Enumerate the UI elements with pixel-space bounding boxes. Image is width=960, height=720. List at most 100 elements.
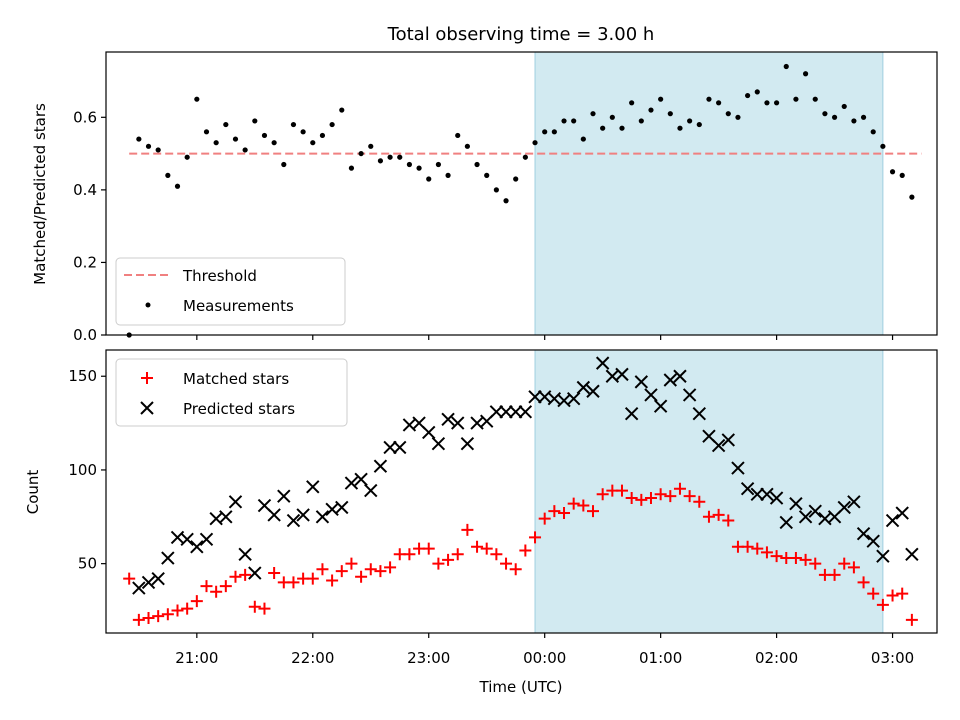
y-tick-label: 150 bbox=[68, 367, 97, 385]
matched-star-point bbox=[548, 505, 561, 518]
measurement-point bbox=[658, 96, 664, 102]
predicted-star-point bbox=[296, 508, 310, 522]
measurement-point bbox=[455, 132, 461, 139]
measurement-point bbox=[223, 121, 229, 128]
measurement-point bbox=[590, 111, 596, 117]
matched-star-point bbox=[181, 602, 194, 615]
matched-star-point bbox=[587, 505, 600, 518]
measurement-point bbox=[368, 143, 374, 149]
measurement-point bbox=[532, 140, 538, 146]
x-tick-label: 00:00 bbox=[523, 649, 566, 667]
measurement-point bbox=[706, 96, 712, 102]
matched-star-point bbox=[615, 484, 628, 497]
measurement-point bbox=[165, 172, 171, 178]
predicted-star-point bbox=[306, 480, 320, 494]
predicted-star-point bbox=[161, 551, 175, 565]
y-tick-label: 100 bbox=[68, 461, 97, 479]
measurement-point bbox=[387, 154, 393, 160]
measurement-point bbox=[464, 143, 470, 149]
matched-star-point bbox=[248, 600, 261, 613]
measurement-point bbox=[319, 132, 326, 139]
matched-star-point bbox=[644, 492, 657, 505]
measurement-point bbox=[397, 154, 403, 160]
matched-star-point bbox=[239, 568, 252, 581]
threshold-legend-label: Threshold bbox=[182, 267, 257, 285]
predicted-star-point bbox=[393, 440, 407, 455]
measurements-legend-label: Measurements bbox=[183, 297, 294, 315]
matched-star-point bbox=[471, 540, 484, 553]
predicted-star-point bbox=[228, 495, 243, 509]
predicted-star-point bbox=[431, 437, 446, 451]
predicted-star-point bbox=[422, 425, 436, 440]
measurements-legend-marker bbox=[145, 302, 151, 308]
predicted-star-point bbox=[682, 388, 697, 402]
top-x-axis-ticks bbox=[196, 335, 894, 340]
bottom-panel: 50 100 150 21:00 22:00 23:00 00:00 01:00 02:00 0… bbox=[24, 349, 938, 696]
predicted-star-point bbox=[740, 481, 755, 496]
matched-star-point bbox=[654, 488, 667, 501]
matched-star-point bbox=[461, 523, 474, 536]
matched-star-point bbox=[287, 576, 300, 589]
y-tick-label: 0.0 bbox=[73, 326, 97, 344]
measurement-point bbox=[609, 114, 615, 120]
top-legend-box bbox=[115, 257, 346, 326]
measurement-point bbox=[252, 118, 258, 124]
measurement-point bbox=[377, 158, 384, 164]
matched-star-point bbox=[809, 557, 822, 570]
measurement-point bbox=[493, 187, 499, 193]
matched-star-point bbox=[268, 567, 281, 580]
measurement-point bbox=[310, 140, 316, 146]
matched-star-point bbox=[741, 540, 754, 553]
measurement-point bbox=[773, 100, 780, 106]
measurement-point bbox=[329, 121, 335, 128]
top-legend: Threshold Measurements bbox=[115, 257, 346, 326]
predicted-star-point bbox=[866, 534, 880, 548]
bottom-x-axis-ticks: 21:00 22:00 23:00 00:00 01:00 02:00 03:00 bbox=[175, 633, 914, 667]
predicted-star-point bbox=[354, 472, 368, 487]
x-tick-label: 02:00 bbox=[755, 649, 798, 667]
matched-star-point bbox=[799, 553, 812, 566]
predicted-star-point bbox=[905, 547, 919, 561]
measurement-point bbox=[667, 111, 673, 117]
predicted-star-point bbox=[847, 495, 861, 509]
matched-star-point bbox=[374, 565, 387, 578]
predicted-star-point bbox=[760, 487, 774, 502]
predicted-star-point bbox=[180, 532, 194, 546]
predicted-star-point bbox=[586, 384, 600, 398]
predicted-star-point bbox=[595, 356, 610, 370]
matched-star-point bbox=[538, 512, 551, 525]
measurement-point bbox=[290, 121, 297, 128]
matched-star-point bbox=[422, 542, 435, 555]
predicted-star-point bbox=[499, 405, 513, 419]
measurement-point bbox=[629, 100, 635, 106]
predicted-star-point bbox=[769, 491, 784, 505]
measurement-point bbox=[474, 161, 480, 168]
measurement-point bbox=[735, 114, 741, 120]
predicted-star-point bbox=[624, 407, 639, 421]
measurement-point bbox=[145, 143, 152, 149]
matched-star-point bbox=[693, 495, 706, 508]
matched-star-point bbox=[364, 563, 377, 576]
measurement-point bbox=[484, 172, 490, 178]
matched-star-point bbox=[355, 570, 368, 583]
matched-star-point bbox=[712, 508, 725, 521]
matched-star-point bbox=[509, 563, 522, 576]
predicted-star-point bbox=[789, 496, 803, 511]
predicted-star-point bbox=[335, 500, 349, 515]
measurement-point bbox=[677, 125, 683, 131]
y-tick-label: 0.4 bbox=[73, 181, 97, 199]
matched-star-point bbox=[152, 610, 165, 623]
matched-star-point bbox=[442, 553, 455, 566]
matched-star-point bbox=[558, 507, 571, 520]
predicted-star-point bbox=[248, 566, 262, 580]
top-axes-frame bbox=[105, 51, 938, 336]
measurement-point bbox=[889, 169, 896, 175]
matched-star-point bbox=[664, 490, 677, 503]
matched-star-point bbox=[210, 585, 223, 598]
measurement-point bbox=[194, 96, 200, 102]
x-tick-label: 22:00 bbox=[291, 649, 334, 667]
measurement-point bbox=[831, 114, 838, 120]
x-tick-label: 03:00 bbox=[871, 649, 914, 667]
measurement-point bbox=[716, 100, 722, 106]
